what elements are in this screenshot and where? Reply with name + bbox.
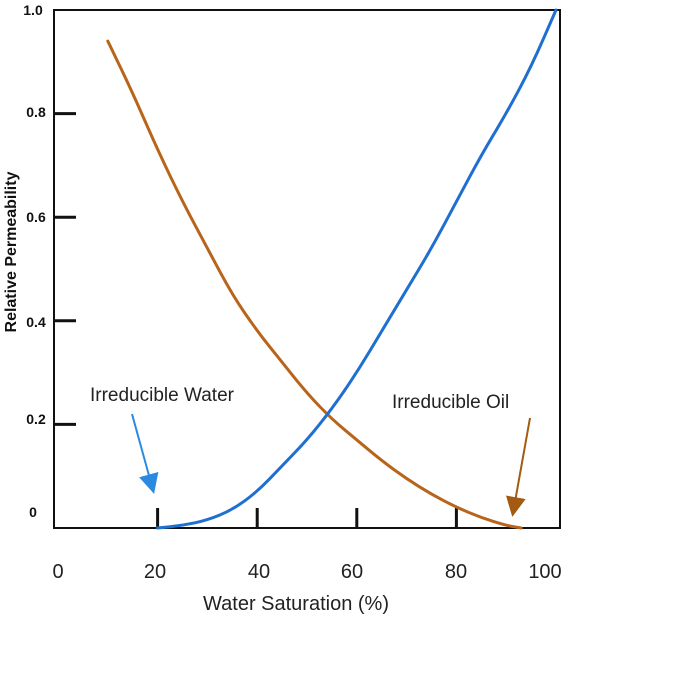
x-axis-tick-labels: 0 20 40 60 80 100 [52,561,561,583]
x-tick-label-100: 100 [528,561,561,583]
water-relative-permeability-line [156,8,558,530]
x-tick-label-80: 80 [445,561,467,583]
y-axis-tick-labels: 0 0.2 0.4 0.6 0.8 1.0 [23,2,46,520]
plot-frame [53,9,561,529]
y-tick-label-0.4: 0.4 [26,314,46,330]
y-axis-ticks [54,112,76,426]
y-tick-label-0: 0 [29,504,37,520]
x-tick-label-0: 0 [52,561,63,583]
x-axis-title: Water Saturation (%) [203,593,389,615]
irreducible-oil-label: Irreducible Oil [392,392,509,413]
y-tick-label-0.2: 0.2 [26,411,46,427]
x-tick-label-20: 20 [144,561,166,583]
series-layer [106,8,558,530]
x-axis-ticks [156,508,458,528]
irreducible-oil-arrow [505,417,531,517]
irreducible-water-label: Irreducible Water [90,385,235,406]
y-tick-label-0.6: 0.6 [26,209,46,225]
irreducible-water-arrow [131,413,159,494]
x-tick-label-40: 40 [248,561,270,583]
y-axis-title: Relative Permeability [3,171,20,332]
y-tick-label-1.0: 1.0 [23,2,43,18]
oil-relative-permeability-line [106,39,523,530]
y-tick-label-0.8: 0.8 [26,104,46,120]
x-tick-label-60: 60 [341,561,363,583]
